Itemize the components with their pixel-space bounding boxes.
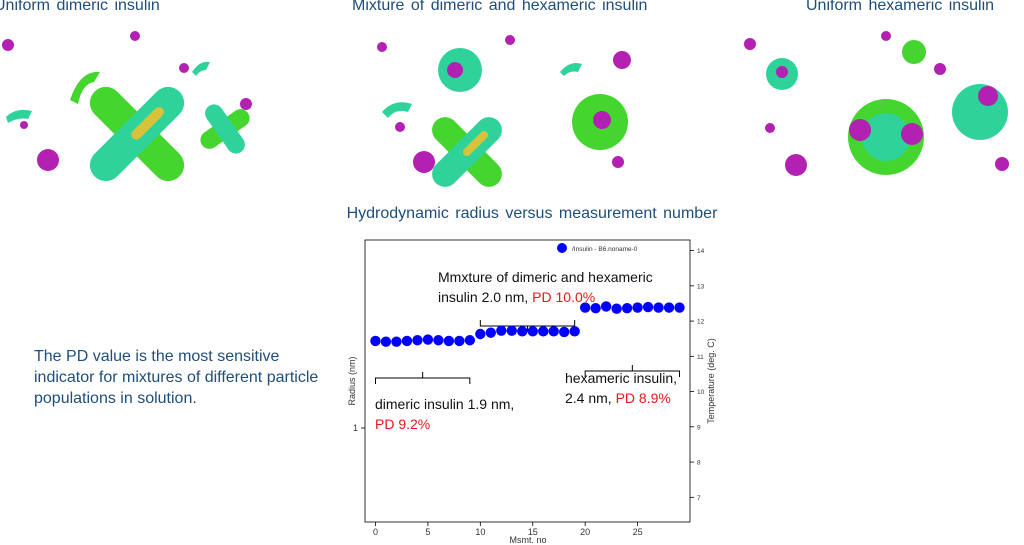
x-tick-label: 0 xyxy=(373,527,378,537)
data-point xyxy=(621,302,633,314)
side-note: The PD value is the most sensitive indic… xyxy=(34,348,319,407)
y2-tick-label: 9 xyxy=(697,424,701,431)
panel-title-mixture: Mixture of dimeric and hexameric insulin xyxy=(352,0,648,14)
plot-frame xyxy=(364,239,691,523)
data-point xyxy=(600,301,612,312)
x-tick-label: 10 xyxy=(475,527,485,537)
data-point xyxy=(674,302,685,313)
y2-tick-label: 8 xyxy=(697,460,701,467)
y2-tick-label: 10 xyxy=(697,389,705,396)
data-point xyxy=(422,334,434,345)
annotation-dimeric-line1: dimeric insulin 1.9 nm, xyxy=(375,396,515,412)
y2-tick-label: 12 xyxy=(697,319,705,326)
bracket-mixture xyxy=(479,320,576,332)
annotation-hexameric: hexameric insulin, 2.4 nm, PD 8.9% xyxy=(565,368,677,408)
data-point xyxy=(569,326,580,337)
y2-axis-label: Temperature (deg. C) xyxy=(706,338,716,424)
legend-marker xyxy=(557,243,567,253)
x-tick-label: 20 xyxy=(580,527,590,537)
annotation-hexameric-line2: 2.4 nm, xyxy=(565,390,612,406)
hydrodynamic-radius-chart: 0 5 10 15 20 25 1 7 8 9 10 11 12 13 14 Msmt. no Radi… xyxy=(347,239,716,545)
data-point xyxy=(579,302,591,313)
data-point xyxy=(475,328,486,340)
panel-title-hexameric: Uniform hexameric insulin xyxy=(806,0,995,14)
y2-tick-label: 7 xyxy=(697,495,701,502)
data-point xyxy=(538,326,549,337)
x-tick-label: 15 xyxy=(528,527,538,537)
annotation-mixture-pd: PD 10.0% xyxy=(532,289,596,305)
data-point xyxy=(506,325,517,336)
data-point xyxy=(443,335,455,347)
panel-title-dimeric: Uniform dimeric insulin xyxy=(0,0,160,14)
y-axis-label: Radius (nm) xyxy=(347,356,357,405)
annotation-mixture-line1: Mmxture of dimeric and hexameric xyxy=(438,269,653,285)
data-point xyxy=(653,302,664,313)
data-point xyxy=(412,335,423,346)
hexameric-insulin-illustration xyxy=(744,31,1009,176)
x-tick-label: 5 xyxy=(425,527,430,537)
data-point xyxy=(527,326,538,337)
data-point xyxy=(401,335,413,347)
data-point xyxy=(433,335,444,346)
annotation-mixture-line2: insulin 2.0 nm, xyxy=(438,289,529,305)
legend-label: /Insulin - B6.noname-0 xyxy=(572,246,638,253)
data-point xyxy=(496,325,507,336)
mixture-insulin-illustration xyxy=(377,35,631,187)
data-point xyxy=(464,335,476,346)
y2-tick-label: 11 xyxy=(697,354,704,361)
data-point xyxy=(611,303,622,314)
y-tick-label: 1 xyxy=(353,423,358,433)
y2-tick-label: 14 xyxy=(697,248,705,255)
x-axis-label: Msmt. no xyxy=(509,535,546,545)
dimeric-insulin-illustration xyxy=(2,31,252,182)
bracket-dimeric xyxy=(374,372,471,384)
data-point xyxy=(558,326,570,338)
annotation-dimeric-pd: PD 9.2% xyxy=(375,416,431,432)
y2-tick-label: 13 xyxy=(697,283,705,290)
data-point xyxy=(548,326,559,337)
chart-title: Hydrodynamic radius versus measurement n… xyxy=(346,205,718,222)
data-point xyxy=(380,336,392,347)
data-point xyxy=(485,327,497,338)
data-point xyxy=(517,326,528,337)
data-point xyxy=(454,335,465,347)
annotation-hexameric-pd: PD 8.9% xyxy=(615,390,671,406)
data-point xyxy=(632,302,643,313)
x-tick-label: 25 xyxy=(633,527,643,537)
data-point xyxy=(391,336,402,347)
bracket-hexameric xyxy=(584,365,681,377)
data-point xyxy=(642,301,654,313)
data-point xyxy=(590,302,601,314)
annotation-mixture: Mmxture of dimeric and hexameric insulin… xyxy=(438,267,653,307)
data-point xyxy=(663,302,675,313)
data-point xyxy=(370,335,381,347)
annotation-dimeric: dimeric insulin 1.9 nm, PD 9.2% xyxy=(375,394,514,434)
annotation-hexameric-line1: hexameric insulin, xyxy=(565,370,678,386)
